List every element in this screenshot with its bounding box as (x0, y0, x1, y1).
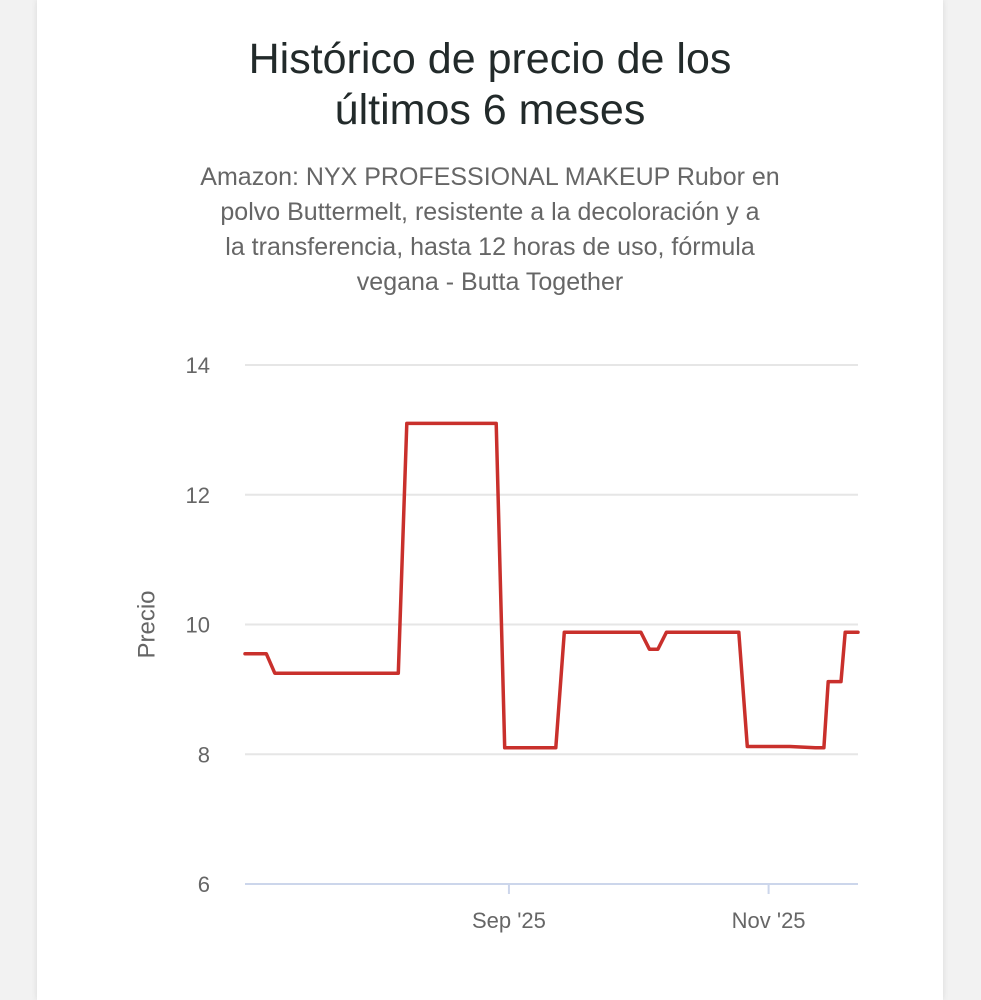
y-tick-label: 8 (198, 742, 210, 767)
x-tick-label: Nov '25 (732, 908, 806, 933)
chart-subtitle-line-4: vegana - Butta Together (356, 268, 624, 296)
y-axis-labels: 6 8 10 12 14 (186, 353, 210, 897)
chart-title: Histórico de precio de los últimos 6 mes… (37, 34, 943, 136)
chart-subtitle-line-3: la transferencia, hasta 12 horas de uso,… (225, 233, 755, 261)
chart-card: Histórico de precio de los últimos 6 mes… (37, 0, 943, 1000)
grid-lines (245, 364, 858, 756)
price-series-line (243, 421, 860, 750)
y-tick-label: 10 (186, 613, 210, 638)
chart-subtitle: Amazon: NYX PROFESSIONAL MAKEUP Rubor en… (157, 160, 823, 300)
chart-title-line-1: Histórico de precio de los (248, 35, 732, 83)
chart-subtitle-line-1: Amazon: NYX PROFESSIONAL MAKEUP Rubor en (200, 163, 780, 191)
y-tick-label: 14 (186, 353, 210, 378)
chart-title-line-2: últimos 6 meses (334, 86, 646, 134)
series-layer (243, 421, 860, 750)
x-axis: Sep '25 Nov '25 (245, 883, 858, 933)
chart-subtitle-line-2: polvo Buttermelt, resistente a la decolo… (220, 198, 760, 226)
y-axis-title: Precio (133, 590, 160, 658)
y-tick-label: 12 (186, 483, 210, 508)
y-tick-label: 6 (198, 872, 210, 897)
x-tick-label: Sep '25 (472, 908, 546, 933)
